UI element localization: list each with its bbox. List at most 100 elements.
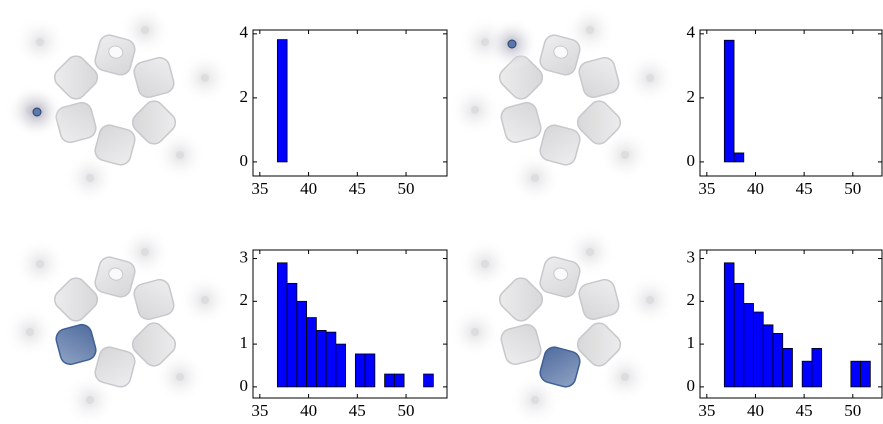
bar	[753, 311, 764, 388]
bar	[762, 324, 774, 388]
particle	[86, 174, 94, 182]
cube	[498, 277, 544, 322]
particle	[481, 260, 489, 268]
cube	[500, 101, 542, 144]
particle	[32, 107, 42, 117]
particle	[471, 106, 479, 114]
bar	[811, 347, 823, 388]
y-tick-label: 3	[240, 247, 249, 266]
bar	[772, 333, 784, 388]
cube	[539, 34, 581, 76]
cube-body	[55, 101, 97, 144]
bar	[393, 373, 405, 388]
cube-body	[576, 322, 622, 367]
x-tick-label: 40	[747, 401, 764, 420]
x-tick-label: 40	[300, 401, 317, 420]
cube-body	[131, 322, 177, 367]
cube-body	[576, 100, 622, 145]
particle	[86, 396, 94, 404]
bar	[801, 360, 813, 388]
particle	[26, 328, 34, 336]
particle	[201, 296, 209, 304]
cube-body	[500, 323, 542, 366]
cube	[53, 277, 99, 322]
cube	[94, 346, 136, 388]
particle	[141, 26, 149, 34]
cube	[55, 101, 97, 144]
axes-frame	[252, 249, 448, 399]
bar	[325, 331, 337, 388]
y-tick-label: 4	[240, 23, 249, 42]
cube	[133, 56, 175, 99]
cube	[133, 278, 175, 321]
bar	[723, 262, 735, 388]
cube-body	[539, 124, 581, 166]
bar	[723, 39, 735, 163]
bar	[276, 39, 288, 163]
histogram-chart: 35 40 45 50 0 1 2 3	[687, 247, 883, 420]
histogram-chart: 35 40 45 50 0 2 4	[240, 23, 448, 198]
bar	[733, 282, 745, 388]
particle	[586, 248, 594, 256]
particle	[646, 74, 654, 82]
bar	[423, 373, 434, 388]
histogram-chart: 35 40 45 50 0 2 4	[687, 23, 883, 198]
y-tick-label: 4	[687, 23, 696, 42]
y-tick-label: 1	[240, 333, 249, 352]
cube-body	[94, 124, 136, 166]
x-tick-label: 50	[844, 179, 861, 198]
x-tick-label: 50	[398, 401, 415, 420]
bar	[384, 373, 395, 388]
cube	[94, 256, 136, 298]
axes-frame	[252, 29, 448, 177]
cube	[539, 124, 581, 166]
y-tick-label: 2	[687, 290, 696, 309]
particle	[531, 174, 539, 182]
bar	[354, 353, 366, 388]
cube-body	[53, 55, 99, 100]
particle	[646, 296, 654, 304]
y-tick-label: 2	[687, 87, 696, 106]
y-tick-label: 2	[240, 290, 249, 309]
x-tick-label: 50	[398, 179, 415, 198]
particle	[621, 373, 629, 381]
x-tick-label: 35	[698, 401, 715, 420]
x-tick-label: 45	[796, 179, 813, 198]
cube-hole	[553, 45, 569, 59]
particle	[586, 26, 594, 34]
renders	[4, 4, 676, 424]
cube-body	[578, 56, 620, 99]
y-tick-label: 0	[240, 151, 249, 170]
cube	[131, 100, 177, 145]
axes-frame	[699, 249, 883, 399]
x-tick-label: 40	[300, 179, 317, 198]
bar	[860, 360, 871, 388]
cube-hole	[108, 267, 124, 281]
x-tick-label: 45	[796, 401, 813, 420]
bar	[335, 343, 347, 388]
cube-hole	[553, 267, 569, 281]
bar	[733, 152, 745, 163]
cube	[578, 278, 620, 321]
x-tick-label: 35	[251, 179, 268, 198]
bar	[286, 282, 298, 388]
axes-frame	[699, 29, 883, 177]
x-tick-label: 45	[349, 401, 366, 420]
bar	[306, 317, 317, 388]
y-tick-label: 0	[240, 376, 249, 395]
cube	[578, 56, 620, 99]
x-tick-label: 50	[844, 401, 861, 420]
y-tick-label: 2	[240, 87, 249, 106]
cube	[539, 256, 581, 298]
bar	[782, 347, 793, 388]
cube	[500, 323, 542, 366]
x-tick-label: 45	[349, 179, 366, 198]
bar	[743, 303, 754, 388]
cube-body	[131, 100, 177, 145]
bar	[296, 300, 308, 388]
cube-body	[55, 323, 97, 366]
particle	[141, 248, 149, 256]
cube	[94, 124, 136, 166]
bar	[364, 353, 376, 388]
bar	[276, 262, 288, 388]
